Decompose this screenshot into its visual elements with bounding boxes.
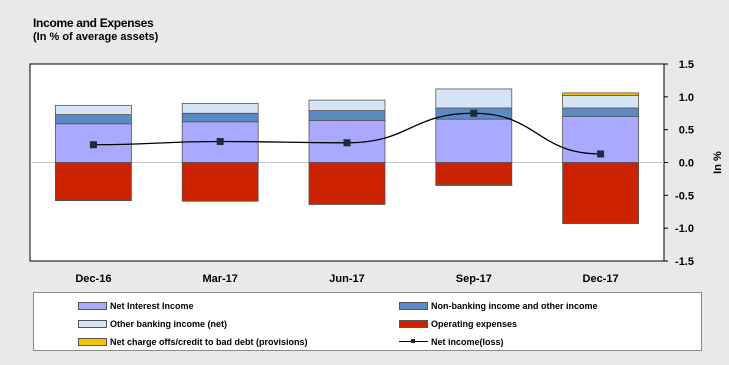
y-tick-label: 0.0 (679, 158, 694, 170)
bar-segment (308, 99, 386, 112)
y-tick-label: 1.0 (679, 92, 694, 104)
bar-segment (562, 162, 639, 224)
x-tick-label: Mar-17 (202, 273, 237, 285)
y-tick-label: -0.5 (675, 190, 694, 202)
x-tick-label: Jun-17 (329, 273, 364, 285)
bar-segment (181, 103, 259, 114)
bar-segment (55, 104, 132, 115)
bar-segment (435, 88, 513, 109)
legend-item-other-banking-income: Other banking income (net) (78, 317, 227, 331)
bar-segment (562, 95, 639, 109)
bar-segment (435, 184, 513, 186)
chart-legend: Net Interest Income Non-banking income a… (33, 292, 702, 351)
legend-label: Net charge offs/credit to bad debt (prov… (110, 337, 308, 347)
legend-item-net-interest-income: Net Interest Income (78, 299, 194, 313)
bar-segment (181, 112, 259, 123)
bar-segment (181, 162, 259, 202)
x-tick-label: Sep-17 (456, 273, 492, 285)
legend-swatch (78, 320, 107, 328)
bar-segment (562, 92, 639, 96)
income-expenses-chart: 1.5 1.0 0.5 0.0 -0.5 -1.0 -1.5 In % Dec-16 Mar-17… (29, 59, 724, 285)
chart-title: Income and Expenses (33, 16, 154, 30)
bar-segment (562, 107, 639, 117)
legend-item-non-banking-income: Non-banking income and other income (399, 299, 598, 313)
chart-subtitle: (In % of average assets) (33, 31, 159, 43)
bar-segment (55, 162, 132, 201)
legend-label: Non-banking income and other income (431, 301, 598, 311)
x-tick-label: Dec-17 (583, 273, 619, 285)
legend-swatch (78, 338, 107, 346)
legend-item-net-income: Net income(loss) (399, 335, 504, 349)
bar-segment (55, 114, 132, 125)
y-tick-label: -1.0 (675, 223, 694, 235)
legend-label: Other banking income (net) (110, 319, 228, 329)
legend-swatch (78, 302, 107, 310)
net-income-marker (470, 109, 478, 117)
legend-line-swatch (399, 338, 428, 346)
legend-label: Net Interest Income (110, 301, 194, 311)
legend-swatch (399, 302, 428, 310)
bar-segment (308, 162, 386, 205)
bar-segment (308, 110, 386, 121)
legend-swatch (399, 320, 428, 328)
bar-segment (435, 118, 513, 163)
legend-label: Net income(loss) (431, 337, 504, 347)
bar-segment (308, 203, 386, 205)
x-tick-label: Dec-16 (75, 273, 111, 285)
bar-segment (435, 162, 513, 186)
bar-segment (55, 199, 132, 201)
net-income-marker (216, 137, 224, 145)
net-income-marker (89, 141, 97, 149)
y-axis-label: In % (712, 151, 724, 174)
net-income-marker (597, 150, 605, 158)
y-tick-label: 0.5 (679, 125, 694, 137)
y-tick-label: -1.5 (675, 256, 694, 268)
legend-item-net-charge-offs: Net charge offs/credit to bad debt (prov… (78, 335, 308, 349)
legend-label: Operating expenses (431, 319, 518, 329)
y-tick-label: 1.5 (679, 59, 694, 71)
net-income-marker (343, 139, 351, 147)
legend-item-operating-expenses: Operating expenses (399, 317, 517, 331)
